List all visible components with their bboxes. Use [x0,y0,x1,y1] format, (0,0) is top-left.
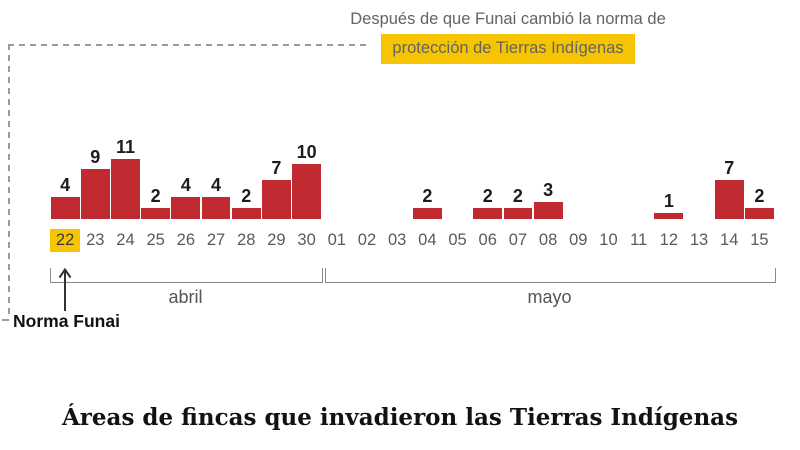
bar-slot: 11 [110,134,140,219]
norma-funai-label: Norma Funai [13,311,120,331]
bar-value-label: 7 [271,158,282,179]
bar-slot: 4 [171,134,201,219]
bar-chart: 4 9 11 2 4 4 2 7 10 2 2 2 3 1 7 2 [50,134,775,219]
axis-tick-label: 26 [176,231,196,249]
bar-slot: 9 [80,134,110,219]
axis-tick-label: 28 [237,231,256,249]
axis-tick-label: 08 [538,231,558,249]
annotation-line-2-highlighted: protección de Tierras Indígenas [381,34,635,64]
bar-slot [322,134,352,219]
bar-slot: 2 [473,134,503,219]
bar-slot: 4 [201,134,231,219]
axis-tick-label: 06 [478,231,497,249]
bar-value-label: 2 [241,185,252,206]
bar [262,180,291,219]
bar-value-label: 4 [60,174,71,195]
bar-value-label: 2 [150,185,161,206]
bar [50,196,80,219]
bar-slot [442,134,472,219]
bar-slot: 7 [261,134,291,219]
bar [171,196,201,219]
axis-tick-label: 25 [146,231,165,249]
month-label-abril: abril [168,287,203,307]
axis-tick-label: 14 [720,231,739,249]
bar-slot: 4 [50,134,80,219]
bracket-mayo [325,268,776,283]
bar [231,207,261,219]
axis-tick-label: 13 [689,231,709,249]
axis-tick-label: 05 [448,231,467,249]
bar-slot: 3 [533,134,563,219]
bar [654,213,684,219]
bar-slot [352,134,382,219]
bar-slot: 2 [231,134,261,219]
bar-value-label: 2 [482,185,493,206]
axis-tick-label: 24 [116,231,135,249]
bar-slot: 2 [141,134,171,219]
bar [141,207,171,219]
bar [201,196,231,219]
axis-tick-label: 07 [508,231,528,249]
axis-tick-label: 02 [357,231,377,249]
bar-slot: 10 [292,134,322,219]
bar [111,158,140,219]
axis-tick-label: 10 [599,231,618,249]
axis-tick-label: 03 [387,231,407,249]
bar [412,207,442,219]
axis-tick-label: 04 [418,231,437,249]
chart-title: Áreas de fincas que invadieron las Tierr… [61,404,739,431]
bar-value-label: 3 [543,180,554,201]
x-axis: 22 23 24 25 26 27 28 29 30 01 02 03 04 05 06 07 08 09 10 11… [50,229,775,252]
bar [80,169,110,219]
annotation-line-1: Después de que Funai cambió la norma de [350,10,666,28]
axis-tick-label: 12 [659,231,679,249]
bar [533,202,563,219]
axis-tick-label-highlighted: 22 [50,229,81,252]
bar-slot [382,134,412,219]
bar-slot [563,134,593,219]
axis-tick-label: 29 [267,231,286,249]
dashed-connector-foot [2,319,9,321]
bar-value-label: 7 [724,158,735,179]
bar-slot: 7 [714,134,744,219]
axis-tick-label: 23 [86,231,105,249]
bar [503,207,533,219]
top-annotation: Después de que Funai cambió la norma de … [338,7,678,64]
axis-tick-label: 01 [327,231,346,249]
bar-value-label: 4 [211,174,222,195]
bar [473,207,503,219]
bar-value-label: 1 [663,191,674,212]
bar-value-label: 10 [296,142,317,162]
bar-value-label: 2 [754,185,765,206]
bracket-abril [50,268,323,283]
bar-slot: 2 [503,134,533,219]
axis-tick-label: 30 [297,231,316,249]
month-label-mayo: mayo [527,287,572,307]
bar-slot: 1 [654,134,684,219]
up-arrow-icon [58,268,72,311]
bar-value-label: 4 [180,174,191,195]
dashed-connector-horizontal [8,44,369,46]
bar-value-label: 11 [115,136,135,157]
bar [292,164,321,219]
axis-tick-label: 27 [206,231,226,249]
bar-slot [593,134,623,219]
axis-tick-label: 15 [750,231,769,249]
bar-slot: 2 [744,134,774,219]
bar-value-label: 9 [90,147,101,168]
bar [745,207,774,219]
bar-slot: 2 [412,134,442,219]
axis-tick-label: 09 [569,231,588,249]
bar [714,180,744,219]
dashed-connector-vertical [8,44,10,319]
bar-value-label: 2 [422,185,433,206]
axis-tick-label: 11 [630,231,648,249]
bar-value-label: 2 [512,185,523,206]
